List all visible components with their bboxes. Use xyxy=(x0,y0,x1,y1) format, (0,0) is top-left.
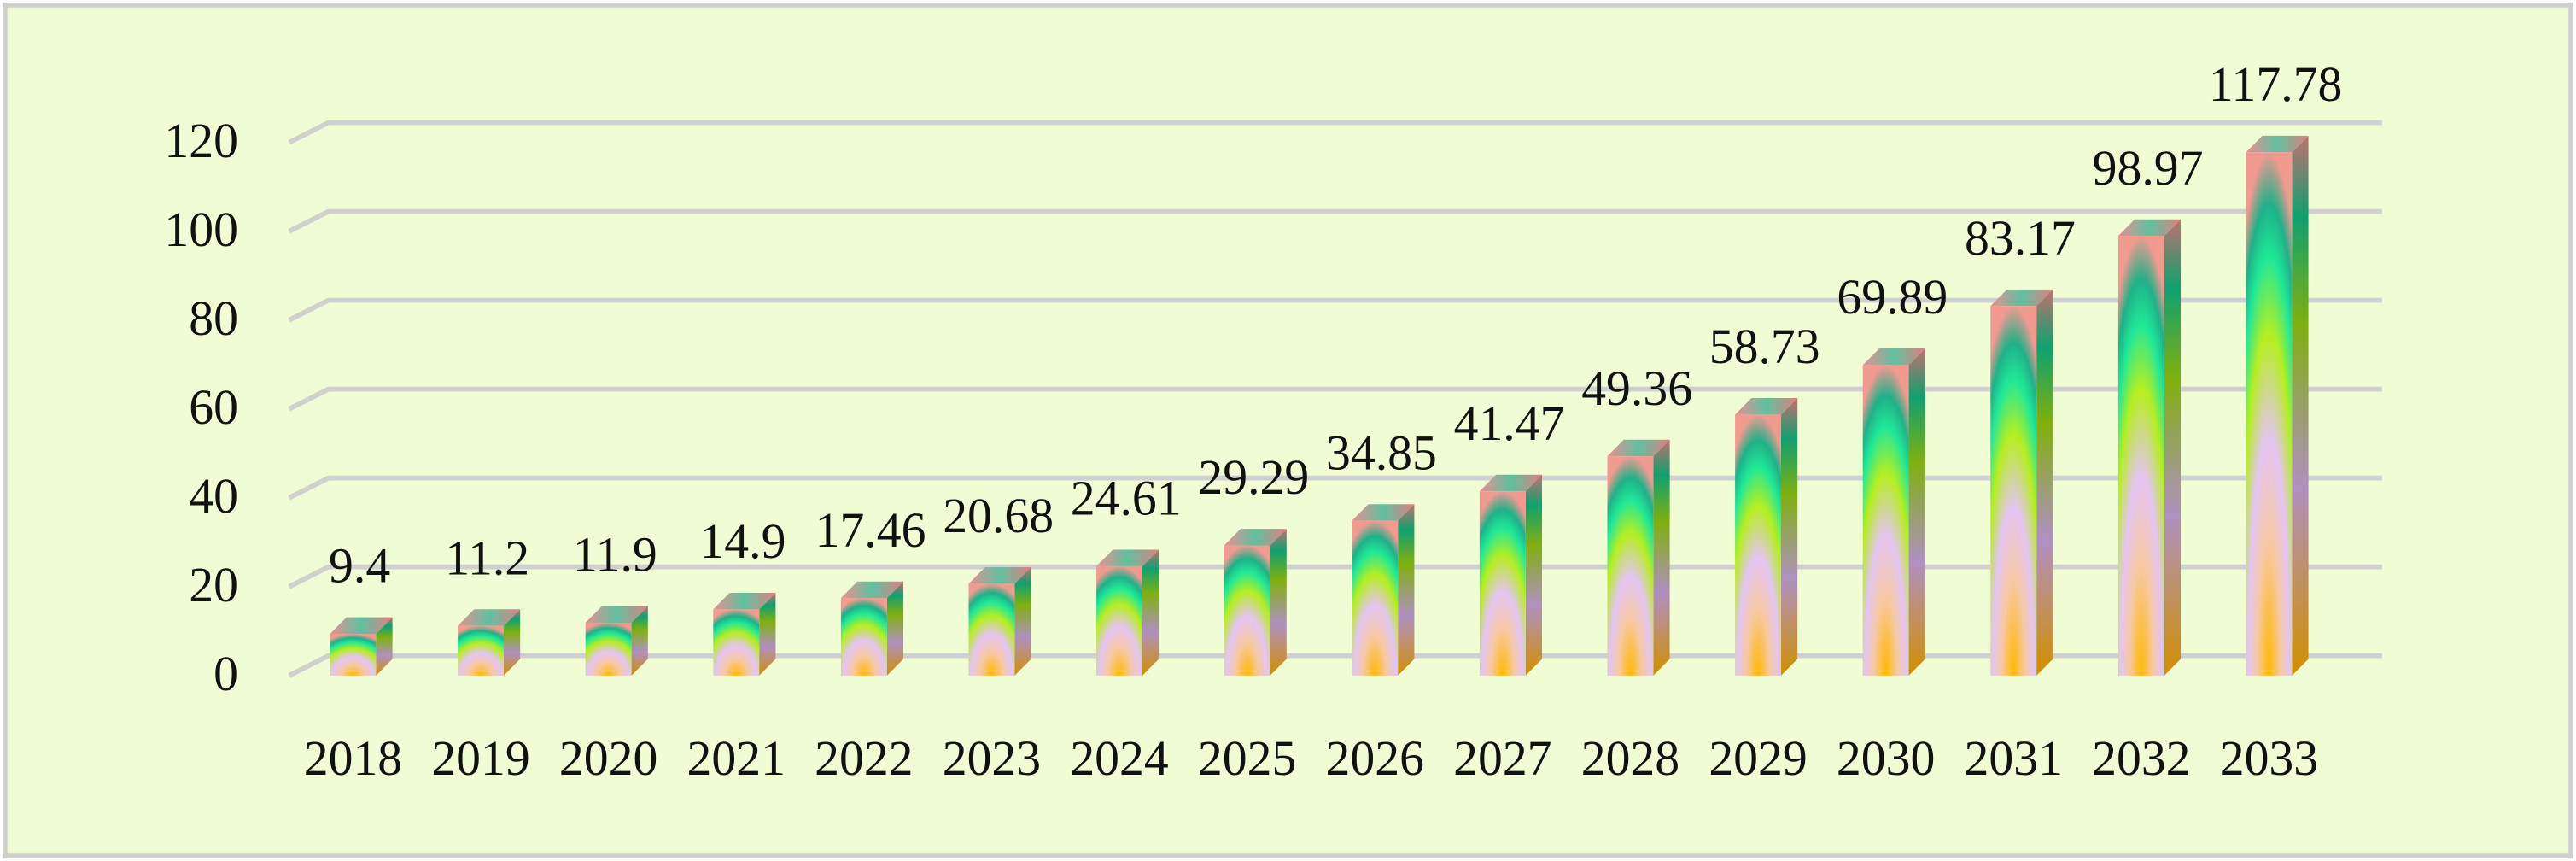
grid-line xyxy=(288,564,2382,589)
y-tick-label: 0 xyxy=(213,646,238,701)
bar xyxy=(1990,306,2037,676)
data-label: 11.9 xyxy=(573,526,657,582)
data-label: 58.73 xyxy=(1709,319,1820,374)
bar xyxy=(585,622,632,676)
bar xyxy=(1479,491,1526,676)
data-label: 83.17 xyxy=(1965,210,2076,266)
bar-side xyxy=(2292,135,2309,676)
data-label: 20.68 xyxy=(943,488,1054,543)
data-label: 49.36 xyxy=(1581,360,1692,416)
bar-top xyxy=(330,617,393,634)
bar-side xyxy=(1780,398,1798,676)
y-tick-label: 80 xyxy=(189,290,238,346)
data-label: 29.29 xyxy=(1198,449,1309,505)
bar-top xyxy=(1352,504,1415,521)
bar-top xyxy=(458,609,521,626)
bar-side xyxy=(886,581,904,676)
bar-top xyxy=(2117,219,2182,237)
bar xyxy=(1607,456,1654,676)
bar-top xyxy=(1607,439,1670,457)
bar-side xyxy=(759,593,776,676)
data-label: 14.9 xyxy=(699,513,786,569)
bar-side xyxy=(376,617,393,676)
bar-top xyxy=(1735,398,1798,415)
data-label: 9.4 xyxy=(329,537,390,593)
bar xyxy=(2246,152,2293,676)
bar-top xyxy=(1224,529,1287,546)
y-tick-label: 20 xyxy=(189,557,238,612)
x-tick-label: 2030 xyxy=(1837,730,1935,786)
x-tick-label: 2023 xyxy=(943,730,1041,786)
data-label: 69.89 xyxy=(1837,269,1948,325)
grid-line xyxy=(288,475,2382,501)
grid-line xyxy=(288,120,2382,145)
x-tick-label: 2020 xyxy=(559,730,657,786)
bar-side xyxy=(2036,289,2053,676)
bar-side xyxy=(1142,549,1159,676)
bar-top xyxy=(1862,348,1925,366)
data-label: 24.61 xyxy=(1071,470,1182,525)
data-label: 41.47 xyxy=(1454,395,1565,451)
bar-top xyxy=(1479,474,1543,492)
bar-top xyxy=(1990,289,2053,307)
bar xyxy=(968,583,1015,676)
bar-side xyxy=(503,609,521,676)
x-tick-label: 2024 xyxy=(1070,730,1168,786)
bar-top xyxy=(1096,549,1159,566)
data-label: 98.97 xyxy=(2093,140,2204,196)
bar-top xyxy=(713,593,776,610)
bar-side xyxy=(631,606,648,676)
grid-line xyxy=(288,297,2382,323)
y-tick-label: 100 xyxy=(164,202,238,257)
bar xyxy=(2117,236,2164,676)
bar xyxy=(1862,365,1909,676)
grid-line xyxy=(288,386,2382,412)
bar-top xyxy=(585,606,648,623)
bar xyxy=(330,633,377,676)
bar-side xyxy=(1014,566,1031,676)
data-label: 11.2 xyxy=(445,530,529,585)
bar-side xyxy=(2164,219,2182,676)
y-tick-label: 120 xyxy=(164,113,238,168)
x-tick-label: 2025 xyxy=(1198,730,1296,786)
y-tick-label: 60 xyxy=(189,379,238,435)
x-tick-label: 2022 xyxy=(815,730,913,786)
data-label: 34.85 xyxy=(1326,425,1437,480)
x-tick-label: 2029 xyxy=(1709,730,1807,786)
bar xyxy=(840,598,887,676)
bar-side xyxy=(1653,439,1670,676)
bar-side xyxy=(1270,529,1287,676)
x-tick-label: 2031 xyxy=(1965,730,2063,786)
bar-side xyxy=(1908,348,1925,676)
x-tick-label: 2019 xyxy=(431,730,529,786)
bar xyxy=(1096,565,1142,676)
x-tick-label: 2033 xyxy=(2220,730,2318,786)
grid-line xyxy=(288,653,2382,678)
bar-top xyxy=(2246,135,2309,153)
data-label: 117.78 xyxy=(2209,56,2343,112)
bar-side xyxy=(1398,504,1415,676)
bar xyxy=(1352,520,1399,676)
bars: 2018 9.4 2019 11.2 2020 11.9 2021 14.9 2022 17.46… xyxy=(304,56,2343,786)
x-tick-label: 2028 xyxy=(1581,730,1679,786)
bar-side xyxy=(1525,474,1543,676)
bar-top xyxy=(840,581,904,599)
bar xyxy=(713,609,760,676)
x-tick-label: 2026 xyxy=(1326,730,1424,786)
x-tick-label: 2027 xyxy=(1453,730,1551,786)
y-tick-label: 40 xyxy=(189,468,238,524)
bar xyxy=(1735,414,1781,676)
data-label: 17.46 xyxy=(815,502,926,558)
bar xyxy=(1224,545,1270,676)
x-tick-label: 2018 xyxy=(304,730,402,786)
bar-top xyxy=(968,566,1031,584)
x-tick-label: 2021 xyxy=(687,730,786,786)
grid: 0 20 40 60 80 100 120 xyxy=(164,113,2382,701)
bar xyxy=(458,625,504,676)
x-tick-label: 2032 xyxy=(2092,730,2190,786)
grid-line xyxy=(288,208,2382,234)
